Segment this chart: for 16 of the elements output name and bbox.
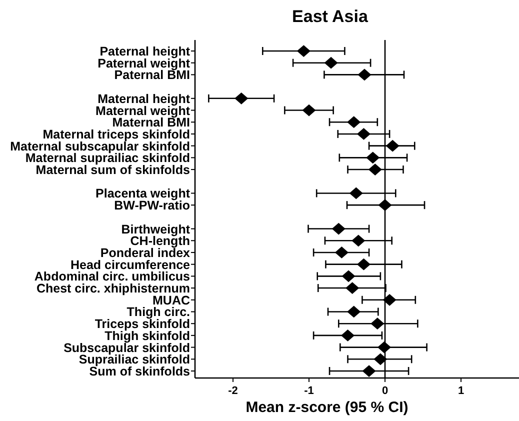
y-tick-label: Birthweight — [121, 222, 191, 236]
y-tick-label: Placenta weight — [96, 186, 191, 201]
y-tick-label: Maternal height — [98, 92, 191, 106]
y-tick-label: Chest circ. xhiphisternum — [36, 282, 190, 296]
y-tick-label: MUAC — [152, 293, 190, 308]
x-axis-title: Mean z-score (95 % CI) — [246, 399, 408, 416]
y-tick-label: Paternal height — [100, 44, 191, 58]
y-tick-label: Maternal triceps skinfold — [42, 127, 190, 142]
y-tick-label: Thigh circ. — [126, 305, 190, 320]
x-tick-label: 1 — [458, 385, 464, 397]
chart-title: East Asia — [292, 7, 368, 26]
x-tick-label: -1 — [304, 385, 314, 397]
x-tick-label: 0 — [382, 385, 388, 397]
x-tick-label: -2 — [228, 385, 238, 397]
y-tick-label: Head circumference — [70, 258, 190, 272]
y-tick-label: Abdominal circ. umbilicus — [34, 270, 190, 284]
